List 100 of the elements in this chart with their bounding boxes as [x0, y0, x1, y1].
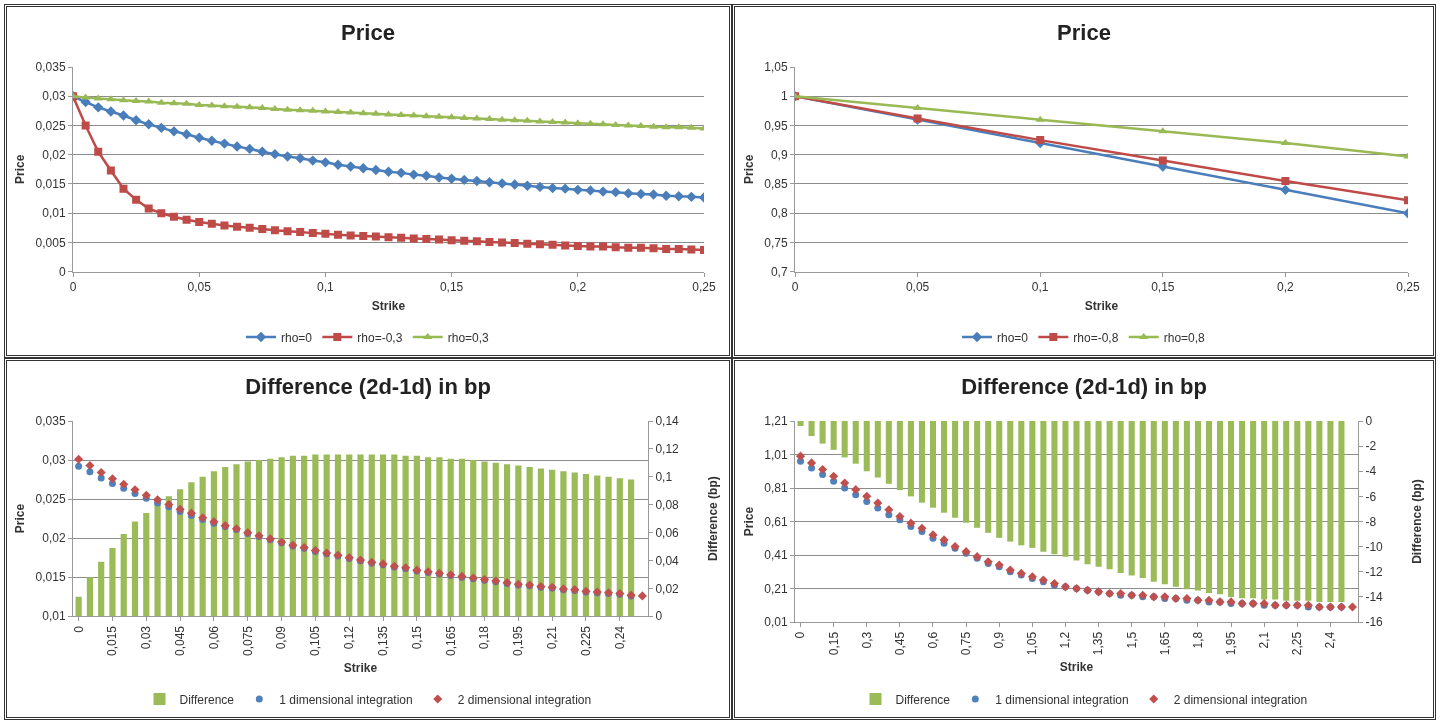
point: [534, 181, 546, 193]
x-tick-label: 0,06: [206, 625, 221, 650]
point: [119, 479, 129, 489]
point: [485, 237, 494, 246]
point: [156, 122, 167, 134]
point: [637, 591, 647, 601]
point: [1036, 136, 1045, 145]
bar: [98, 561, 105, 617]
point: [397, 233, 406, 242]
y2-tick-label: -10: [1365, 539, 1384, 554]
point: [296, 227, 305, 236]
point: [75, 462, 83, 470]
point: [840, 478, 850, 488]
point: [662, 244, 671, 253]
x-tick-label: 0,1: [317, 280, 335, 295]
y2-tick-label: -14: [1365, 590, 1384, 605]
point: [649, 244, 658, 253]
bar: [210, 471, 218, 617]
point: [131, 96, 141, 103]
point: [862, 491, 872, 501]
point: [586, 242, 595, 251]
point: [585, 185, 596, 196]
bar: [616, 478, 623, 617]
x-tick-label: 0,09: [274, 625, 289, 650]
line-series: [795, 92, 1408, 159]
chart-title: Price: [341, 19, 395, 45]
x-tick-label: 0,105: [308, 625, 323, 657]
x-tick-label: 1,35: [1091, 631, 1106, 656]
point: [194, 101, 204, 108]
point: [207, 219, 216, 228]
x-tick-label: 0,195: [511, 625, 526, 657]
y-tick-label: 0,61: [764, 514, 788, 529]
x-tick-label: 0,18: [477, 625, 492, 650]
x-tick-label: 0,45: [892, 631, 907, 656]
legend-label: rho=0,8: [1163, 330, 1206, 345]
point: [156, 98, 166, 105]
point: [144, 97, 154, 104]
point: [610, 186, 621, 198]
point: [673, 191, 684, 202]
legend-label: 1 dimensional integration: [995, 692, 1129, 707]
bar: [165, 496, 172, 617]
y-tick-label: 0: [58, 264, 66, 279]
bar: [289, 455, 296, 617]
point: [94, 147, 103, 156]
point: [818, 465, 828, 475]
bar: [357, 454, 364, 617]
point: [93, 94, 103, 101]
point: [497, 115, 507, 122]
y-tick-label: 0,02: [42, 147, 66, 162]
y-tick-label: 0,005: [35, 235, 66, 250]
point: [194, 132, 205, 143]
point: [807, 458, 817, 468]
point: [447, 236, 456, 245]
point: [307, 155, 318, 166]
legend-label: 1 dimensional integration: [279, 692, 413, 707]
x-tick-label: 0,25: [692, 280, 716, 295]
x-tick-label: 0: [69, 280, 77, 295]
y-tick-label: 1,01: [764, 447, 788, 462]
x-tick-label: 0: [793, 631, 808, 639]
point: [471, 175, 483, 187]
x-tick-label: 1,95: [1223, 631, 1238, 656]
x-tick-label: 0,75: [959, 631, 974, 656]
bar: [346, 454, 353, 617]
point: [245, 223, 254, 232]
point: [107, 474, 118, 484]
x-tick-label: 0,2: [569, 280, 587, 295]
bar: [188, 482, 195, 617]
y-tick-label: 0,85: [764, 177, 788, 192]
point: [498, 238, 507, 247]
point: [141, 490, 151, 500]
point: [244, 143, 255, 155]
point: [573, 119, 583, 126]
point: [396, 110, 406, 117]
bar: [582, 473, 590, 617]
y2-tick-label: 0,12: [655, 442, 680, 457]
point: [395, 167, 407, 179]
point: [257, 103, 267, 110]
x-axis-title: Strike: [1084, 299, 1119, 314]
point: [522, 116, 532, 123]
y-axis-title: Price: [741, 506, 756, 537]
x-tick-label: 0,075: [240, 625, 255, 657]
x-axis-title: Strike: [371, 299, 406, 314]
bar: [379, 454, 387, 617]
y2-tick-label: -2: [1365, 439, 1377, 454]
point: [686, 123, 696, 130]
point: [153, 495, 163, 505]
y-tick-label: 0,035: [35, 414, 66, 429]
point: [446, 173, 457, 184]
point: [308, 229, 317, 238]
point: [207, 101, 217, 108]
point: [130, 485, 140, 495]
x-tick-label: 2,4: [1323, 631, 1338, 649]
x-tick-label: 0,9: [992, 631, 1007, 649]
point: [795, 451, 806, 461]
bar: [177, 489, 184, 617]
point: [433, 172, 445, 183]
point: [572, 184, 583, 196]
point: [548, 240, 557, 249]
point: [917, 523, 927, 533]
point: [851, 485, 861, 495]
